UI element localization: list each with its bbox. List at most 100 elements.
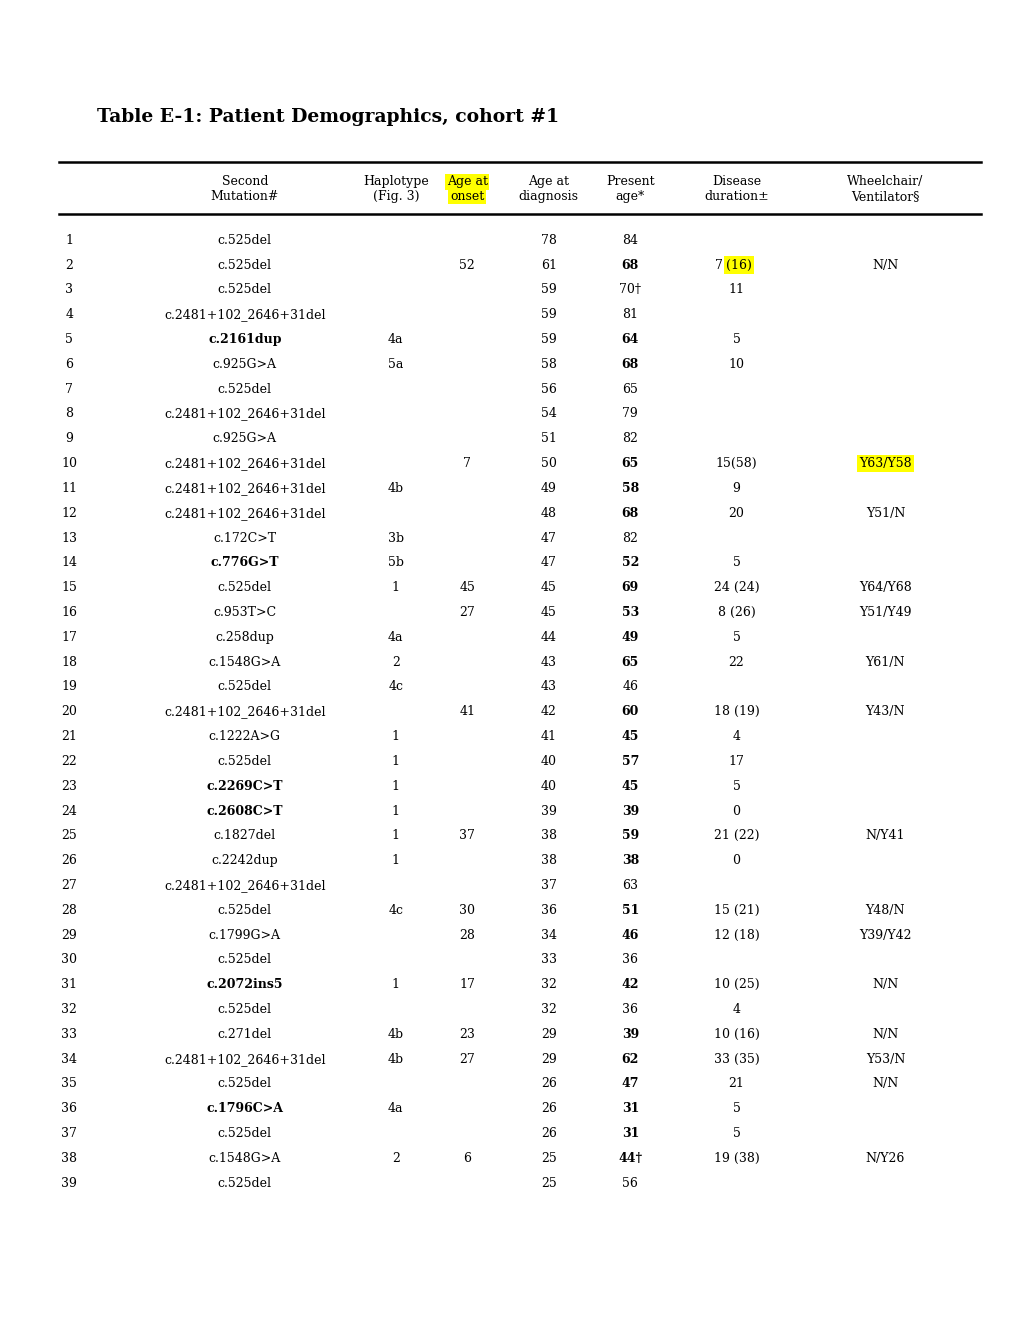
Text: 41: 41 [540, 730, 556, 743]
Text: 16: 16 [61, 606, 77, 619]
Text: 65: 65 [622, 383, 638, 396]
Text: 2: 2 [391, 656, 399, 669]
Text: duration±: duration± [703, 190, 768, 203]
Text: 68: 68 [622, 358, 638, 371]
Text: 22: 22 [61, 755, 77, 768]
Text: c.525del: c.525del [218, 680, 271, 693]
Text: c.2481+102_2646+31del: c.2481+102_2646+31del [164, 408, 325, 421]
Text: 42: 42 [540, 705, 556, 718]
Text: 25: 25 [61, 829, 77, 842]
Text: Y53/N: Y53/N [865, 1052, 904, 1065]
Text: Second: Second [221, 176, 268, 189]
Text: 49: 49 [540, 482, 556, 495]
Text: c.258dup: c.258dup [215, 631, 274, 644]
Text: 32: 32 [540, 1003, 556, 1016]
Text: 57: 57 [621, 755, 639, 768]
Text: 19 (38): 19 (38) [713, 1152, 758, 1166]
Text: N/N: N/N [871, 1028, 898, 1041]
Text: Y43/N: Y43/N [865, 705, 904, 718]
Text: c.525del: c.525del [218, 953, 271, 966]
Text: 59: 59 [540, 284, 556, 297]
Text: 26: 26 [61, 854, 77, 867]
Text: 34: 34 [540, 928, 556, 941]
Text: 34: 34 [61, 1052, 77, 1065]
Text: 4a: 4a [387, 631, 404, 644]
Text: c.525del: c.525del [218, 1003, 271, 1016]
Text: 45: 45 [540, 606, 556, 619]
Text: 28: 28 [459, 928, 475, 941]
Text: 62: 62 [621, 1052, 639, 1065]
Text: 40: 40 [540, 755, 556, 768]
Text: 1: 1 [391, 829, 399, 842]
Text: 39: 39 [61, 1176, 77, 1189]
Text: c.1222A>G: c.1222A>G [209, 730, 280, 743]
Text: c.525del: c.525del [218, 1176, 271, 1189]
Text: 2: 2 [391, 1152, 399, 1166]
Text: 53: 53 [622, 606, 638, 619]
Text: 48: 48 [540, 507, 556, 520]
Text: 28: 28 [61, 904, 77, 917]
Text: 29: 29 [540, 1028, 556, 1041]
Text: 17: 17 [728, 755, 744, 768]
Text: 5a: 5a [387, 358, 404, 371]
Text: c.525del: c.525del [218, 755, 271, 768]
Text: 31: 31 [621, 1102, 639, 1115]
Text: 2: 2 [65, 259, 73, 272]
Text: (Fig. 3): (Fig. 3) [372, 190, 419, 203]
Text: 61: 61 [540, 259, 556, 272]
Text: 38: 38 [61, 1152, 77, 1166]
Text: 29: 29 [61, 928, 77, 941]
Text: 38: 38 [540, 854, 556, 867]
Text: 25: 25 [540, 1152, 556, 1166]
Text: 15: 15 [61, 581, 77, 594]
Text: 24: 24 [61, 804, 77, 817]
Text: 32: 32 [540, 978, 556, 991]
Text: age*: age* [615, 190, 644, 203]
Text: 17: 17 [459, 978, 475, 991]
Text: Table E-1: Patient Demographics, cohort #1: Table E-1: Patient Demographics, cohort … [97, 108, 558, 127]
Text: 1: 1 [391, 978, 399, 991]
Text: 26: 26 [540, 1127, 556, 1140]
Text: 27: 27 [459, 606, 475, 619]
Text: 33: 33 [61, 1028, 77, 1041]
Text: 43: 43 [540, 656, 556, 669]
Text: 12 (18): 12 (18) [713, 928, 758, 941]
Text: c.925G>A: c.925G>A [213, 432, 276, 445]
Text: 18: 18 [61, 656, 77, 669]
Text: 45: 45 [459, 581, 475, 594]
Text: Y64/Y68: Y64/Y68 [858, 581, 911, 594]
Text: 4c: 4c [388, 680, 403, 693]
Text: 20: 20 [61, 705, 77, 718]
Text: c.2481+102_2646+31del: c.2481+102_2646+31del [164, 308, 325, 321]
Text: 45: 45 [540, 581, 556, 594]
Text: 20: 20 [728, 507, 744, 520]
Text: 1: 1 [391, 804, 399, 817]
Text: 7: 7 [714, 259, 722, 272]
Text: 58: 58 [622, 482, 638, 495]
Text: 21: 21 [728, 1077, 744, 1090]
Text: c.953T>C: c.953T>C [213, 606, 276, 619]
Text: N/Y26: N/Y26 [865, 1152, 904, 1166]
Text: 60: 60 [621, 705, 639, 718]
Text: c.525del: c.525del [218, 383, 271, 396]
Text: 42: 42 [621, 978, 639, 991]
Text: 78: 78 [540, 234, 556, 247]
Text: Mutation#: Mutation# [210, 190, 279, 203]
Text: 44: 44 [540, 631, 556, 644]
Text: 38: 38 [622, 854, 638, 867]
Text: N/Y41: N/Y41 [865, 829, 904, 842]
Text: 29: 29 [540, 1052, 556, 1065]
Text: 81: 81 [622, 308, 638, 321]
Text: c.2481+102_2646+31del: c.2481+102_2646+31del [164, 482, 325, 495]
Text: 32: 32 [61, 1003, 77, 1016]
Text: 10: 10 [61, 457, 77, 470]
Text: 36: 36 [622, 1003, 638, 1016]
Text: 70†: 70† [619, 284, 641, 297]
Text: 41: 41 [459, 705, 475, 718]
Text: 39: 39 [622, 804, 638, 817]
Text: 1: 1 [391, 581, 399, 594]
Text: 11: 11 [728, 284, 744, 297]
Text: c.1548G>A: c.1548G>A [209, 1152, 280, 1166]
Text: 68: 68 [622, 259, 638, 272]
Text: 36: 36 [540, 904, 556, 917]
